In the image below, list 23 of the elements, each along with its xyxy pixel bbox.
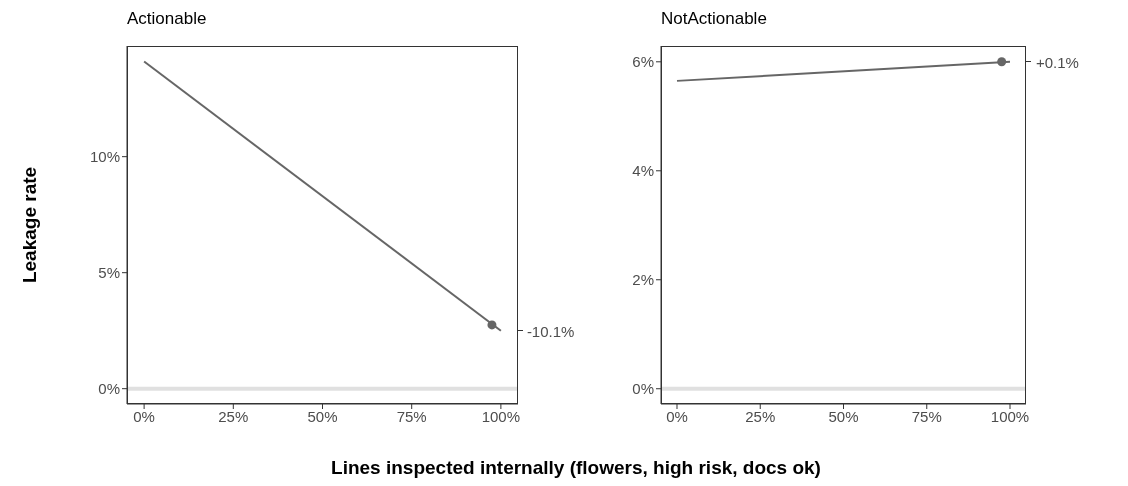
y-tick-label: 10%: [89, 148, 120, 165]
y-tick-label: 6%: [632, 53, 654, 71]
x-tick-label: 50%: [828, 407, 859, 425]
y-axis-title: Leakage rate: [19, 166, 41, 284]
chart-title: NotActionable: [661, 9, 767, 29]
y-tick-label: 4%: [632, 162, 654, 180]
y-tick-label: 0%: [632, 380, 654, 398]
x-axis-title: Lines inspected internally (flowers, high risk, docs ok): [331, 457, 821, 479]
annotation: +0.1%: [1036, 53, 1079, 71]
x-tick-label: 0%: [666, 407, 688, 425]
y-tick-label: 5%: [98, 264, 120, 281]
x-tick-label: 25%: [218, 407, 249, 425]
x-tick-label: 0%: [133, 407, 155, 425]
x-tick-label: 100%: [990, 407, 1030, 425]
x-tick-label: 25%: [745, 407, 776, 425]
x-tick-label: 75%: [396, 407, 427, 425]
x-tick-label: 100%: [481, 407, 521, 425]
chart-title: Actionable: [127, 9, 207, 29]
y-tick-label: 2%: [632, 271, 654, 289]
y-tick-label: 0%: [98, 380, 120, 398]
x-tick-label: 75%: [911, 407, 942, 425]
annotation: -10.1%: [526, 322, 575, 340]
x-tick-label: 50%: [307, 407, 338, 425]
